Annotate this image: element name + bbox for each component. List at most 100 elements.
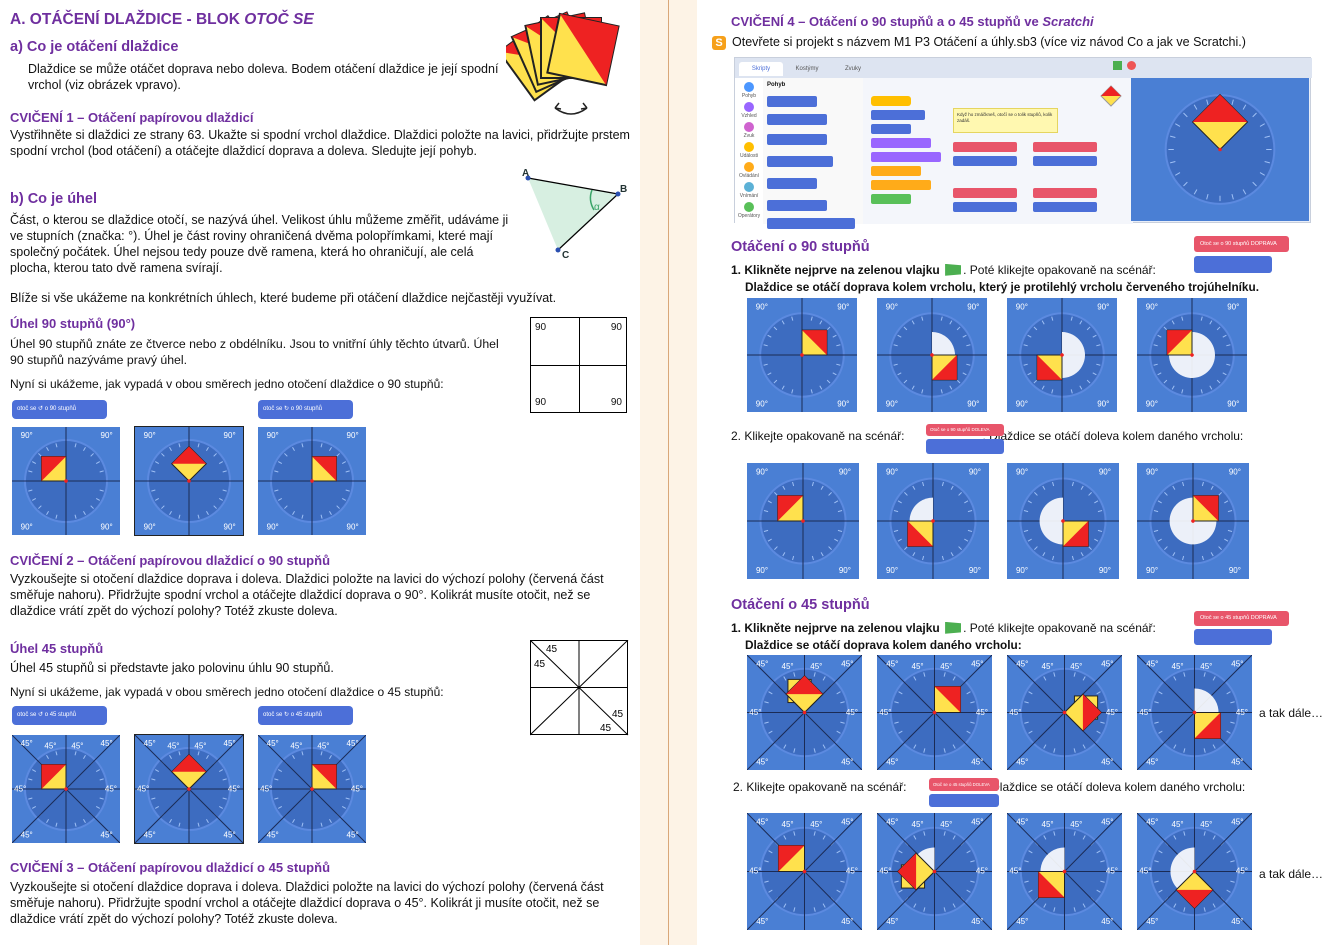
block-cw-90-hat[interactable]: Otoč se o 90 stupňů DOPRAVA [1194, 236, 1289, 252]
degree-label: 45° [756, 660, 768, 669]
point-a-label: A [522, 168, 529, 179]
degree-label: 90° [224, 523, 236, 532]
degree-label: 45° [101, 739, 113, 748]
degree-label: 45° [1016, 660, 1028, 669]
degree-label: 90° [1227, 399, 1239, 408]
degree-label: 90° [347, 523, 359, 532]
block-turn-left-45[interactable]: otoč se ↺ o 45 stupňů [12, 706, 107, 725]
stage-cw45-4: 45° 45° 45° 45° 45° 45° 45° 45° [1136, 654, 1253, 771]
degree-label: 45° [1146, 818, 1158, 827]
tile [171, 445, 207, 483]
block-turn-right-45[interactable]: otoč se ↻ o 45 stupňů [258, 706, 353, 725]
degree-label: 45° [886, 917, 898, 926]
degree-label: 90° [969, 566, 981, 575]
and-so-on-2: a tak dále… [1259, 867, 1324, 881]
grid-45: 45 45 45 45 [530, 640, 629, 736]
degree-label: 90° [756, 468, 768, 477]
stage-ccw90-4: 90° 90° 90° 90° [1137, 463, 1249, 579]
stage-90-left: 90° 90° 90° 90° [12, 427, 120, 535]
stage-45-right: 45° 45° 45° 45° 45° 45° 45° 45° [257, 734, 367, 844]
degree-label: 45° [347, 831, 359, 840]
degree-label: 45° [1042, 820, 1054, 829]
block-ccw-45-hat[interactable]: Otoč se o 45 stupňů DOLEVA [929, 778, 999, 791]
degree-label: 45° [1236, 708, 1248, 717]
degree-label: 45° [267, 831, 279, 840]
degree-label: 45° [44, 741, 56, 750]
tile [1191, 93, 1249, 152]
green-flag-icon[interactable] [1113, 61, 1122, 70]
stage-ccw90-3: 90° 90° 90° 90° [1007, 463, 1119, 579]
degree-label: 90° [837, 302, 849, 311]
stop-icon[interactable] [1127, 61, 1136, 70]
green-flag-icon [945, 621, 962, 634]
stage-90-right: 90° 90° 90° 90° [258, 427, 366, 535]
degree-label: 45° [1106, 708, 1118, 717]
degree-label: 90° [101, 431, 113, 440]
block-turn-right-90[interactable]: otoč se ↻ o 90 stupňů [258, 400, 353, 419]
degree-label: 45° [144, 739, 156, 748]
degree-label: 90° [144, 431, 156, 440]
rotating-tiles-illustration [506, 11, 620, 115]
exercise-2-heading: CVIČENÍ 2 – Otáčení papírovou dlaždicí o… [10, 553, 331, 568]
stage-cw45-3: 45° 45° 45° 45° 45° 45° 45° 45° [1006, 654, 1123, 771]
tile [1061, 519, 1089, 547]
degree-label: 90° [756, 566, 768, 575]
degree-label: 90° [1016, 566, 1028, 575]
degree-label: 45° [971, 757, 983, 766]
degree-label: 90° [886, 302, 898, 311]
degree-label: 90° [839, 468, 851, 477]
stage-ccw45-2: 45° 45° 45° 45° 45° 45° 45° 45° [876, 812, 993, 931]
tile [1175, 869, 1214, 910]
tile [1192, 710, 1222, 740]
degree-label: 90° [837, 399, 849, 408]
svg-text:45: 45 [600, 723, 612, 734]
degree-label: 45° [260, 785, 272, 794]
degree-label: 45° [782, 820, 794, 829]
scratch-tabbar: Skripty Kostýmy Zvuky [735, 58, 1312, 78]
stage-ccw45-3: 45° 45° 45° 45° 45° 45° 45° 45° [1006, 812, 1123, 931]
degree-label: 45° [1016, 917, 1028, 926]
degree-label: 45° [846, 867, 858, 876]
tile [41, 456, 68, 483]
degree-label: 45° [976, 867, 988, 876]
tile [1191, 495, 1219, 523]
block-cw-45[interactable] [1194, 629, 1272, 645]
degree-label: 90° [1099, 566, 1111, 575]
stage-cw90-3: 90° 90° 90° 90° [1007, 298, 1117, 412]
degree-label: 90° [1016, 302, 1028, 311]
stage-cw90-1: 90° 90° 90° 90° [747, 298, 857, 412]
degree-label: 45° [879, 867, 891, 876]
block-cw-90[interactable] [1194, 256, 1272, 273]
exercise-3-text: Vyzkoušejte si otočení dlaždice doprava … [10, 880, 604, 926]
tile [800, 329, 828, 357]
degree-label: 90° [1229, 566, 1241, 575]
block-ccw-45[interactable] [929, 794, 999, 807]
section-b-heading: b) Co je úhel [10, 191, 97, 207]
degree-label: 45° [749, 867, 761, 876]
svg-text:45: 45 [612, 709, 624, 720]
tile [932, 685, 962, 715]
degree-label: 45° [886, 818, 898, 827]
tab-scripts[interactable]: Skripty [739, 62, 783, 76]
degree-label: 45° [101, 831, 113, 840]
tab-costumes[interactable]: Kostýmy [795, 66, 819, 72]
degree-label: 45° [912, 820, 924, 829]
grid-90: 90 90 90 90 [530, 317, 627, 413]
degree-label: 90° [267, 431, 279, 440]
block-turn-left-90[interactable]: otoč se ↺ o 90 stupňů [12, 400, 107, 419]
degree-label: 90° [144, 523, 156, 532]
category-list: Pohyb Vzhled Zvuk Události Ovládání Vním… [735, 78, 763, 224]
page-title: A. OTÁČENÍ DLAŽDICE - BLOK OTOČ SE [10, 11, 314, 28]
degree-label: 90° [756, 302, 768, 311]
block-ccw-90-hat[interactable]: Otoč se o 90 stupňů DOLEVA [926, 424, 1004, 436]
point-b-label: B [620, 184, 627, 195]
degree-label: 90° [1146, 468, 1158, 477]
block-cw-45-hat[interactable]: Otoč se o 45 stupňů DOPRAVA [1194, 611, 1289, 626]
tab-sounds[interactable]: Zvuky [844, 66, 861, 72]
degree-label: 45° [971, 660, 983, 669]
degree-label: 45° [71, 741, 83, 750]
degree-label: 45° [879, 708, 891, 717]
and-so-on-1: a tak dále… [1259, 706, 1324, 720]
block-ccw-90[interactable] [926, 439, 1004, 454]
degree-label: 45° [224, 831, 236, 840]
